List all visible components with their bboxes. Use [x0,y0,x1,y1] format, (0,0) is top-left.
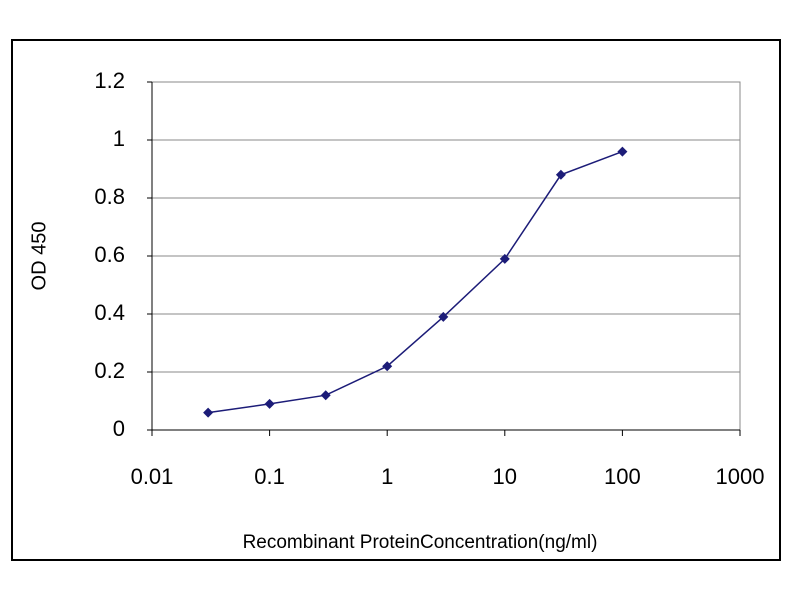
x-tick-label: 1 [381,464,393,489]
y-tick-label: 1 [113,126,125,151]
data-point [499,253,510,264]
x-tick-label: 100 [604,464,641,489]
data-point [555,169,566,180]
data-point [438,311,449,322]
data-point [320,390,331,401]
y-tick-label: 0.8 [94,184,125,209]
data-line [208,150,623,414]
data-point [264,398,275,409]
y-tick-label: 0.4 [94,300,125,325]
y-tick-label: 0.2 [94,358,125,383]
x-tick-label: 1000 [716,464,765,489]
y-tick-label: 0.6 [94,242,125,267]
data-point [617,146,628,157]
x-tick-label: 10 [493,464,517,489]
x-tick-label: 0.01 [131,464,174,489]
y-tick-label: 1.2 [94,68,125,93]
data-point [382,361,393,372]
x-tick-label: 0.1 [254,464,285,489]
data-point [203,407,214,418]
y-tick-label: 0 [113,416,125,441]
y-axis-label: OD 450 [28,222,50,291]
x-axis-label: Recombinant ProteinConcentration(ng/ml) [243,532,598,553]
